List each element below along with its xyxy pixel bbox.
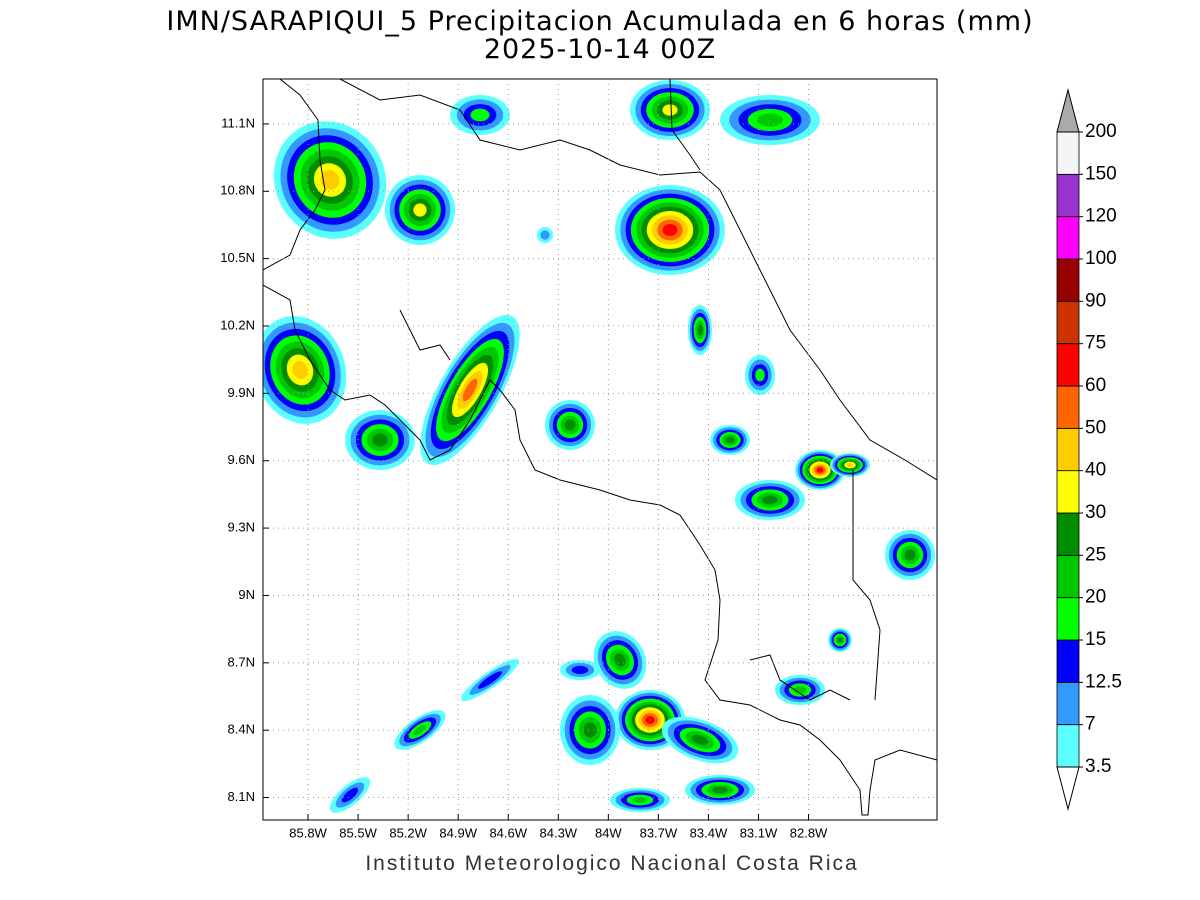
y-tick-label: 9N	[238, 587, 255, 602]
x-tick-label: 83.4W	[690, 825, 728, 840]
colorbar-segment	[1056, 554, 1080, 599]
precip-contour	[757, 113, 783, 127]
precip-contour	[413, 203, 427, 217]
x-tick-label: 84.3W	[540, 825, 578, 840]
precip-contour	[846, 463, 854, 467]
precip-contour	[341, 787, 359, 803]
y-tick-label: 8.1N	[228, 789, 255, 804]
x-tick-label: 82.8W	[790, 825, 828, 840]
precip-contour	[583, 722, 597, 738]
y-tick-label: 8.4N	[228, 722, 255, 737]
colorbar-segment	[1056, 724, 1080, 768]
colorbar-label: 100	[1085, 248, 1117, 269]
colorbar-segment	[1056, 597, 1080, 641]
precip-contour	[712, 786, 728, 794]
coastlines	[263, 79, 937, 816]
coastline	[339, 79, 937, 481]
coastline	[749, 654, 851, 701]
colorbar-segment	[1056, 258, 1080, 302]
footer: Instituto Meteorologico Nacional Costa R…	[365, 852, 858, 875]
colorbar-label: 12.5	[1085, 671, 1122, 692]
precip-contour	[564, 419, 576, 431]
precip-contour	[837, 637, 843, 643]
precip-contour	[662, 104, 678, 116]
precip-contour	[662, 223, 678, 237]
y-tick-label: 8.7N	[228, 654, 255, 669]
colorbar-segment	[1056, 427, 1080, 472]
coastline	[399, 309, 451, 361]
colorbar-label: 30	[1085, 502, 1106, 523]
precip-contour	[540, 230, 550, 240]
colorbar-segment	[1056, 343, 1080, 387]
x-tick-label: 84.9W	[439, 825, 477, 840]
subtitle: 2025-10-14 00Z	[484, 34, 716, 65]
precip-contour	[691, 734, 709, 746]
colorbar-segment	[1056, 512, 1080, 556]
colorbar-segment	[1056, 300, 1080, 345]
precip-contour	[571, 665, 589, 675]
precipitation-field	[263, 80, 935, 813]
colorbar-segment	[1056, 216, 1080, 260]
colorbar-label: 60	[1085, 375, 1106, 396]
colorbar-segment	[1056, 173, 1080, 218]
colorbar-label: 90	[1085, 290, 1106, 311]
y-tick-label: 9.6N	[228, 452, 255, 467]
colorbar-label: 120	[1085, 206, 1117, 227]
colorbar-label: 75	[1085, 333, 1106, 354]
x-tick-label: 84.6W	[489, 825, 527, 840]
precip-contour	[292, 361, 308, 379]
y-tick-label: 11.1N	[221, 115, 255, 130]
precip-contour	[320, 170, 340, 190]
title: IMN/SARAPIQUI_5 Precipitacion Acumulada …	[166, 6, 1033, 37]
y-tick-label: 10.2N	[220, 317, 255, 332]
y-tick-label: 10.5N	[220, 250, 255, 265]
precip-contour	[793, 686, 807, 694]
colorbar-segment	[1056, 681, 1080, 726]
x-tick-label: 83.7W	[640, 825, 678, 840]
precip-contour	[645, 715, 655, 725]
precip-contour	[413, 724, 427, 736]
precip-contour	[697, 324, 703, 336]
colorbar-label: 40	[1085, 460, 1106, 481]
x-tick-label: 84W	[595, 825, 622, 840]
map-frame	[262, 78, 938, 821]
precip-contour	[762, 495, 778, 505]
precip-contour	[632, 796, 648, 804]
colorbar-label: 150	[1085, 163, 1117, 184]
x-tick-label: 85.2W	[389, 825, 427, 840]
x-tick-label: 83.1W	[740, 825, 778, 840]
colorbar-label: 3.5	[1085, 756, 1111, 777]
precip-contour	[614, 653, 626, 667]
x-tick-label: 85.5W	[339, 825, 377, 840]
precip-contour	[470, 108, 490, 122]
y-tick-label: 9.9N	[228, 385, 255, 400]
colorbar-label: 25	[1085, 544, 1106, 565]
precip-contour	[478, 671, 502, 689]
precip-contour	[755, 368, 765, 382]
precip-contour	[816, 467, 824, 473]
colorbar-segment	[1056, 470, 1080, 514]
coastline	[263, 79, 326, 271]
colorbar-segment	[1056, 131, 1080, 175]
precip-contour	[904, 549, 916, 561]
colorbar-under	[1056, 766, 1080, 811]
coastline	[263, 284, 937, 816]
colorbar-label: 7	[1085, 714, 1096, 735]
colorbar-segment	[1056, 639, 1080, 683]
y-tick-label: 10.8N	[220, 183, 255, 198]
precip-contour	[462, 378, 478, 402]
colorbar-label: 20	[1085, 587, 1106, 608]
x-tick-label: 85.8W	[289, 825, 327, 840]
y-tick-label: 9.3N	[228, 520, 255, 535]
precip-contour	[372, 433, 388, 447]
colorbar-over	[1056, 88, 1080, 133]
colorbar-label: 15	[1085, 629, 1106, 650]
border	[852, 470, 881, 701]
border	[669, 79, 701, 171]
colorbar-label: 200	[1085, 121, 1117, 142]
precip-contour	[725, 436, 735, 444]
colorbar-label: 50	[1085, 417, 1106, 438]
colorbar-segment	[1056, 385, 1080, 429]
